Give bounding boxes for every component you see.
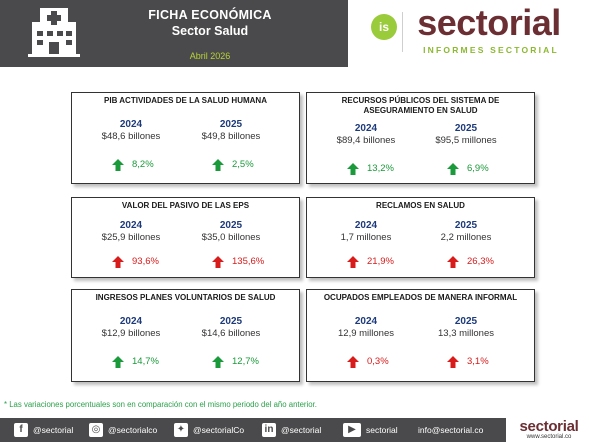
- year-label: 2025: [219, 119, 243, 130]
- card-title-line: VALOR DEL PASIVO DE LAS EPS: [121, 201, 250, 210]
- indicator-value: $48,6 billones: [101, 131, 161, 142]
- green-up-arrow-icon: [112, 158, 124, 171]
- percent-change: 14,7%: [132, 356, 159, 367]
- indicator-card: VALOR DEL PASIVO DE LAS EPS 2024 $25,9 bil…: [71, 197, 300, 278]
- indicator-value: $35,0 billones: [201, 232, 261, 243]
- indicator-value: $89,4 billones: [336, 135, 396, 146]
- linkedin-icon[interactable]: in: [262, 423, 276, 437]
- percent-change: 6,9%: [467, 163, 489, 174]
- card-title-line: RECLAMOS EN SALUD: [376, 201, 465, 210]
- brand-badge: IS: [371, 14, 397, 40]
- instagram-icon[interactable]: ◎: [89, 423, 103, 437]
- indicator-value: 12,9 millones: [338, 328, 394, 339]
- year-label: 2024: [354, 220, 378, 231]
- percent-change: 12,7%: [232, 356, 259, 367]
- red-up-arrow-icon: [447, 355, 459, 368]
- card-title-line: RECURSOS PÚBLICOS DEL SISTEMA DE: [341, 96, 500, 105]
- percent-change: 0,3%: [367, 356, 389, 367]
- year-label: 2024: [119, 119, 143, 130]
- page-title: FICHA ECONÓMICA: [148, 8, 272, 22]
- card-title-line: INGRESOS PLANES VOLUNTARIOS DE SALUD: [95, 293, 276, 302]
- percent-change: 26,3%: [467, 256, 494, 267]
- percent-change: 8,2%: [132, 159, 154, 170]
- card-title-line: ASEGURAMIENTO EN SALUD: [363, 106, 478, 115]
- red-up-arrow-icon: [347, 355, 359, 368]
- facebook-handle[interactable]: @sectorial: [33, 425, 74, 435]
- report-date: Abril 2026: [189, 51, 231, 61]
- green-up-arrow-icon: [447, 162, 459, 175]
- green-up-arrow-icon: [347, 162, 359, 175]
- youtube-icon[interactable]: ▶: [343, 423, 361, 437]
- year-label: 2024: [354, 316, 378, 327]
- red-up-arrow-icon: [347, 255, 359, 268]
- green-up-arrow-icon: [112, 355, 124, 368]
- indicator-card: PIB ACTIVIDADES DE LA SALUD HUMANA 2024 $4…: [71, 92, 300, 184]
- red-up-arrow-icon: [112, 255, 124, 268]
- footer-logo: sectorial: [519, 418, 579, 435]
- twitter-handle[interactable]: @sectorialCo: [193, 425, 245, 435]
- percent-change: 3,1%: [467, 356, 489, 367]
- indicator-value: 13,3 millones: [438, 328, 494, 339]
- email-link[interactable]: info@sectorial.co: [418, 425, 484, 435]
- brand-tagline: INFORMES SECTORIAL: [423, 45, 559, 55]
- year-label: 2024: [354, 123, 378, 134]
- brand-divider: [402, 12, 403, 52]
- card-title: RECURSOS PÚBLICOS DEL SISTEMA DE ASEGURAM…: [307, 96, 534, 116]
- green-up-arrow-icon: [212, 158, 224, 171]
- card-title-line: PIB ACTIVIDADES DE LA SALUD HUMANA: [104, 96, 267, 105]
- indicator-value: 1,7 millones: [340, 232, 392, 243]
- indicator-value: $49,8 billones: [201, 131, 261, 142]
- year-label: 2025: [219, 220, 243, 231]
- year-label: 2024: [119, 316, 143, 327]
- card-title: VALOR DEL PASIVO DE LAS EPS: [72, 201, 299, 211]
- footnote: * Las variaciones porcentuales son en co…: [4, 400, 317, 409]
- year-label: 2025: [454, 123, 478, 134]
- card-title-line: OCUPADOS EMPLEADOS DE MANERA INFORMAL: [323, 293, 518, 302]
- linkedin-handle[interactable]: @sectorial: [281, 425, 322, 435]
- hospital-icon: [28, 8, 80, 57]
- indicator-card: RECLAMOS EN SALUD 2024 1,7 millones 21,9% 20…: [306, 197, 535, 278]
- green-up-arrow-icon: [212, 355, 224, 368]
- indicator-value: $25,9 billones: [101, 232, 161, 243]
- percent-change: 135,6%: [232, 256, 265, 267]
- year-label: 2024: [119, 220, 143, 231]
- indicator-value: $12,9 billones: [101, 328, 161, 339]
- card-title: INGRESOS PLANES VOLUNTARIOS DE SALUD: [72, 293, 299, 303]
- instagram-handle[interactable]: @sectorialco: [108, 425, 158, 435]
- brand-logo: sectorial: [417, 2, 561, 43]
- indicator-card: OCUPADOS EMPLEADOS DE MANERA INFORMAL 202…: [306, 289, 535, 382]
- indicator-card: INGRESOS PLANES VOLUNTARIOS DE SALUD 2024…: [71, 289, 300, 382]
- page-subtitle: Sector Salud: [171, 24, 249, 38]
- footer-bar: f @sectorial ◎ @sectorialco ✦ @sectorial…: [0, 418, 506, 442]
- indicator-value: $14,6 billones: [201, 328, 261, 339]
- indicator-card: RECURSOS PÚBLICOS DEL SISTEMA DE ASEGURAM…: [306, 92, 535, 184]
- red-up-arrow-icon: [212, 255, 224, 268]
- percent-change: 2,5%: [232, 159, 254, 170]
- percent-change: 13,2%: [367, 163, 394, 174]
- youtube-handle[interactable]: sectorial: [366, 425, 398, 435]
- red-up-arrow-icon: [447, 255, 459, 268]
- card-title: PIB ACTIVIDADES DE LA SALUD HUMANA: [72, 96, 299, 106]
- card-title: OCUPADOS EMPLEADOS DE MANERA INFORMAL: [307, 293, 534, 303]
- percent-change: 21,9%: [367, 256, 394, 267]
- year-label: 2025: [454, 316, 478, 327]
- year-label: 2025: [219, 316, 243, 327]
- indicator-value: 2,2 millones: [440, 232, 492, 243]
- facebook-icon[interactable]: f: [14, 423, 28, 437]
- card-title: RECLAMOS EN SALUD: [307, 201, 534, 211]
- year-label: 2025: [454, 220, 478, 231]
- footer-url[interactable]: www.sectorial.co: [526, 434, 572, 440]
- indicator-value: $95,5 millones: [435, 135, 497, 146]
- percent-change: 93,6%: [132, 256, 159, 267]
- twitter-icon[interactable]: ✦: [174, 423, 188, 437]
- header-banner: FICHA ECONÓMICA Sector Salud Abril 2026: [0, 0, 348, 67]
